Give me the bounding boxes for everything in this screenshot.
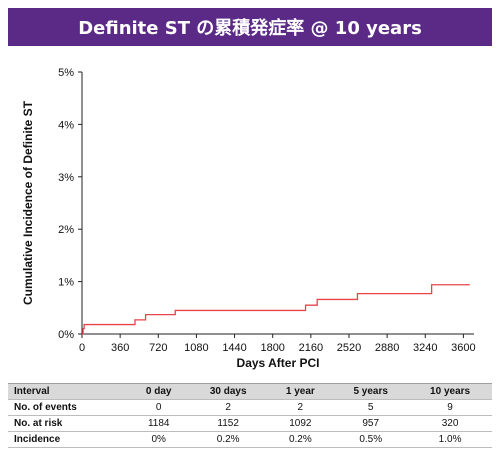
risk-table-row-events: No. of events 0 2 2 5 9 bbox=[8, 399, 492, 416]
row-label: Incidence bbox=[8, 431, 129, 448]
risk-table-header: 0 day bbox=[128, 383, 189, 400]
risk-table-header: 30 days bbox=[188, 383, 268, 400]
table-cell: 1184 bbox=[128, 415, 189, 432]
y-tick-label: 5% bbox=[58, 67, 74, 79]
table-cell: 0.2% bbox=[188, 431, 268, 448]
table-cell: 0.5% bbox=[333, 431, 409, 448]
risk-table-row-incidence: Incidence 0% 0.2% 0.2% 0.5% 1.0% bbox=[8, 431, 492, 448]
x-tick-label: 1440 bbox=[222, 342, 246, 354]
x-tick-label: 360 bbox=[111, 342, 129, 354]
table-cell: 9 bbox=[408, 399, 492, 416]
risk-table-header: 1 year bbox=[267, 383, 334, 400]
chart-title: Definite ST の累積発症率 @ 10 years bbox=[78, 18, 422, 39]
x-tick-label: 1800 bbox=[260, 342, 284, 354]
y-tick-label: 1% bbox=[58, 277, 74, 289]
chart-title-banner: Definite ST の累積発症率 @ 10 years bbox=[8, 8, 492, 46]
risk-table-header: 5 years bbox=[333, 383, 409, 400]
incidence-step-line bbox=[82, 284, 470, 335]
chart-area: 0% 1% 2% 3% 4% 5% 0 360 720 1080 1440 1800 2160 2520 2… bbox=[0, 50, 500, 375]
x-tick-label: 720 bbox=[149, 342, 167, 354]
row-label: No. of events bbox=[8, 399, 129, 416]
table-cell: 0% bbox=[128, 431, 189, 448]
table-cell: 320 bbox=[408, 415, 492, 432]
x-tick-label: 1080 bbox=[184, 342, 208, 354]
table-cell: 5 bbox=[333, 399, 409, 416]
x-tick-label: 2160 bbox=[299, 342, 323, 354]
risk-table-header: Interval bbox=[8, 383, 129, 400]
table-cell: 2 bbox=[267, 399, 334, 416]
table-cell: 957 bbox=[333, 415, 409, 432]
x-tick-label: 3600 bbox=[451, 342, 475, 354]
table-cell: 1092 bbox=[267, 415, 334, 432]
risk-table-header: 10 years bbox=[408, 383, 492, 400]
x-tick-label: 2520 bbox=[337, 342, 361, 354]
y-tick-label: 2% bbox=[58, 224, 74, 236]
table-cell: 0 bbox=[128, 399, 189, 416]
risk-table-row-at-risk: No. at risk 1184 1152 1092 957 320 bbox=[8, 415, 492, 432]
y-tick-label: 0% bbox=[58, 329, 74, 341]
y-tick-label: 3% bbox=[58, 172, 74, 184]
x-tick-label: 3240 bbox=[413, 342, 437, 354]
x-tick-label: 0 bbox=[79, 342, 85, 354]
y-tick-label: 4% bbox=[58, 119, 74, 131]
row-label: No. at risk bbox=[8, 415, 129, 432]
risk-table-header-row: Interval 0 day 30 days 1 year 5 years 10… bbox=[8, 383, 492, 400]
risk-table: Interval 0 day 30 days 1 year 5 years 10… bbox=[8, 383, 492, 448]
table-cell: 1.0% bbox=[408, 431, 492, 448]
table-cell: 0.2% bbox=[267, 431, 334, 448]
cumulative-incidence-chart: 0% 1% 2% 3% 4% 5% 0 360 720 1080 1440 1800 2160 2520 2… bbox=[21, 67, 476, 370]
y-axis-label: Cumulative Incidence of Definite ST bbox=[21, 100, 35, 305]
x-tick-label: 2880 bbox=[375, 342, 399, 354]
table-cell: 1152 bbox=[188, 415, 268, 432]
table-cell: 2 bbox=[188, 399, 268, 416]
x-axis-label: Days After PCI bbox=[237, 356, 320, 370]
